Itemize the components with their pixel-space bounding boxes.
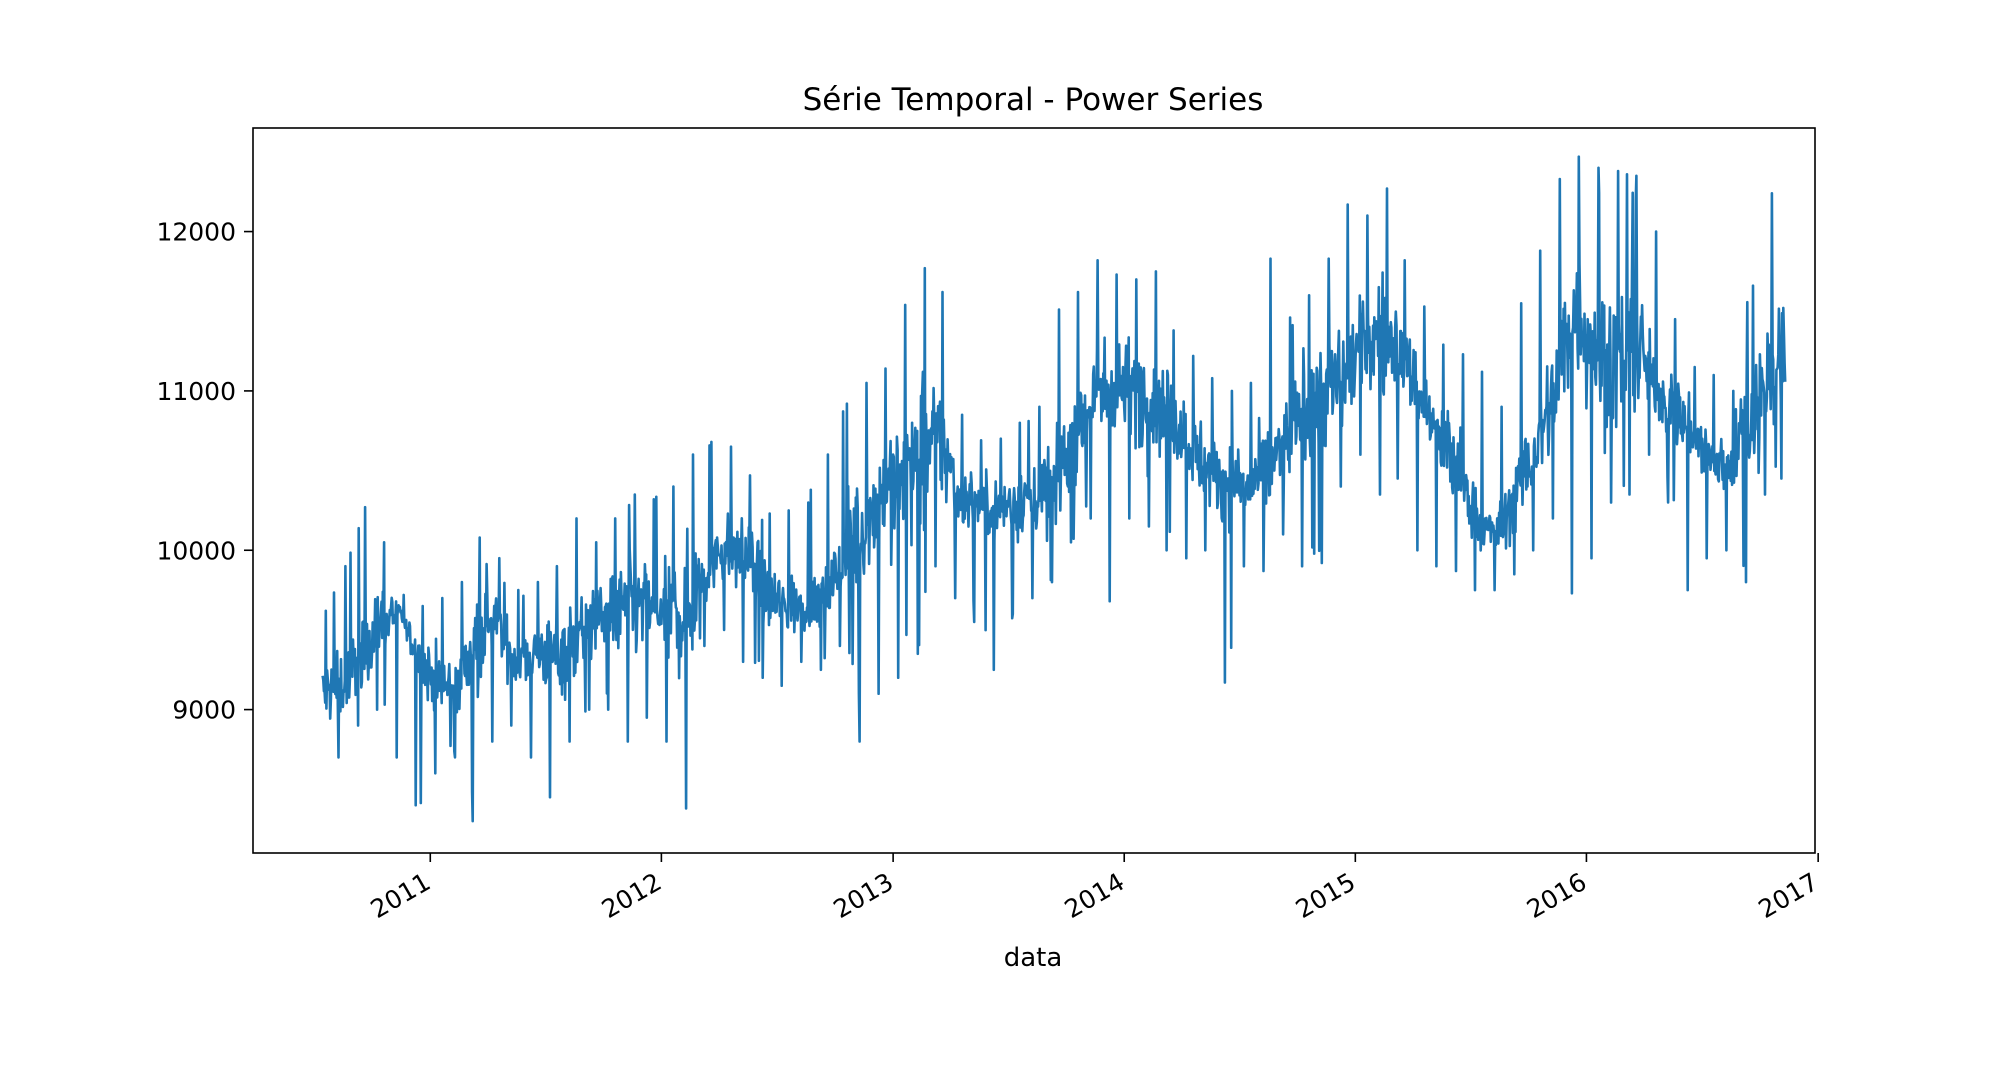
y-tick-label: 12000 bbox=[156, 218, 236, 247]
x-axis-label: data bbox=[1004, 943, 1063, 973]
series-line bbox=[321, 155, 1787, 823]
y-tick-label: 9000 bbox=[172, 696, 236, 725]
axes-frame bbox=[252, 127, 1816, 854]
y-tick-label: 11000 bbox=[156, 377, 236, 406]
chart-title: Série Temporal - Power Series bbox=[803, 82, 1264, 118]
y-tick-label: 10000 bbox=[156, 536, 236, 565]
